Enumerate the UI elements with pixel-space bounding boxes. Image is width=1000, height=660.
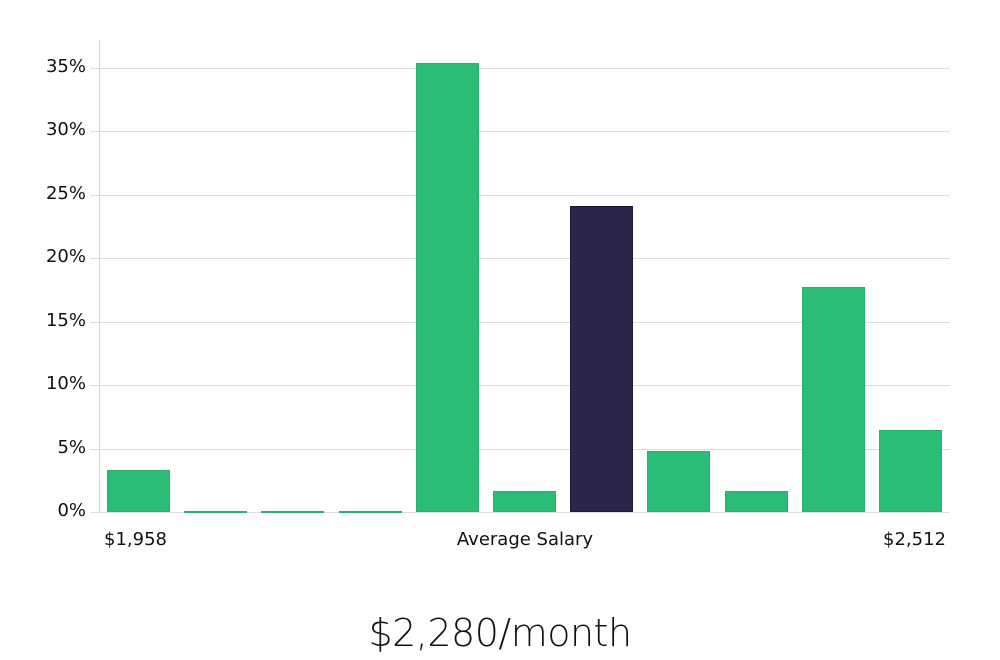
bar: [725, 491, 788, 512]
gridline: [90, 258, 950, 259]
y-tick-label: 10%: [45, 373, 86, 394]
gridline: [90, 385, 950, 386]
bar: [339, 511, 402, 513]
gridline: [90, 512, 950, 513]
bar: [107, 470, 170, 512]
gridline: [90, 195, 950, 196]
bar: [261, 511, 324, 513]
average-salary-headline: $2,280/month: [368, 611, 632, 655]
bar: [416, 63, 479, 512]
gridline: [90, 131, 950, 132]
salary-distribution-chart: 0% 5% 10% 15% 20% 25% 30% 35%: [45, 40, 950, 521]
y-tick-label: 0%: [57, 500, 86, 521]
y-tick-label: 15%: [45, 310, 86, 331]
bar: [493, 491, 556, 512]
bar: [879, 430, 942, 512]
gridline: [90, 68, 950, 69]
gridline: [90, 322, 950, 323]
y-tick-label: 5%: [57, 437, 86, 458]
y-tick-label: 25%: [45, 183, 86, 204]
bar-highlighted-average: [570, 206, 633, 512]
gridline: [90, 449, 950, 450]
x-max-label: $2,512: [883, 529, 946, 550]
y-tick-label: 20%: [45, 246, 86, 267]
x-axis-title: Average Salary: [456, 529, 594, 550]
x-min-label: $1,958: [104, 529, 167, 550]
y-axis-line: [99, 40, 100, 513]
y-tick-label: 35%: [45, 56, 86, 77]
bar: [647, 451, 710, 512]
y-tick-label: 30%: [45, 119, 86, 140]
bar: [802, 287, 865, 512]
bar: [184, 511, 247, 513]
